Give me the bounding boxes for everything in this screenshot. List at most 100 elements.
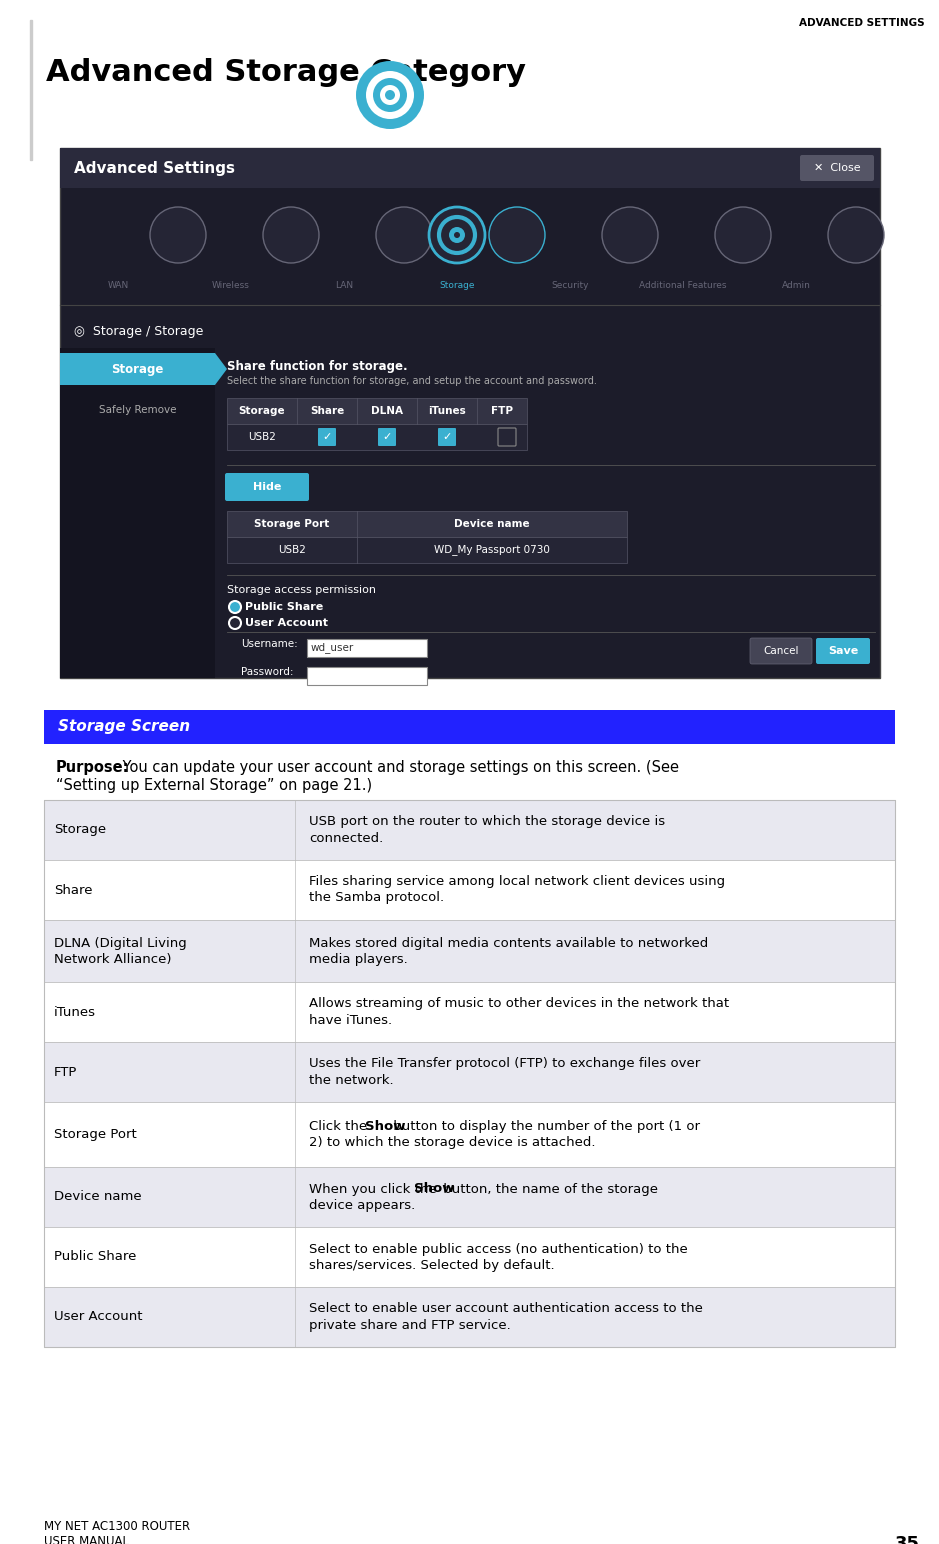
Text: Password:: Password:	[241, 667, 294, 676]
Text: device appears.: device appears.	[309, 1198, 415, 1212]
Text: Username:: Username:	[241, 639, 298, 648]
Circle shape	[429, 207, 485, 262]
Text: User Account: User Account	[245, 618, 328, 628]
Text: LAN: LAN	[335, 281, 353, 290]
Text: When you click the: When you click the	[309, 1183, 441, 1195]
Bar	[227, 398, 527, 425]
Text: ◎  Storage / Storage: ◎ Storage / Storage	[74, 324, 204, 338]
Text: iTunes: iTunes	[428, 406, 466, 415]
Text: Select the share function for storage, and setup the account and password.: Select the share function for storage, a…	[227, 377, 597, 386]
Circle shape	[229, 601, 241, 613]
Circle shape	[150, 207, 206, 262]
Text: Storage: Storage	[439, 281, 475, 290]
Text: Select to enable user account authentication access to the: Select to enable user account authentica…	[309, 1303, 703, 1315]
FancyBboxPatch shape	[438, 428, 456, 446]
Text: DLNA (Digital Living: DLNA (Digital Living	[54, 937, 187, 950]
Text: the Samba protocol.: the Samba protocol.	[309, 891, 444, 905]
Polygon shape	[215, 354, 227, 384]
Circle shape	[489, 207, 545, 262]
FancyBboxPatch shape	[750, 638, 812, 664]
Text: MY NET AC1300 ROUTER: MY NET AC1300 ROUTER	[44, 1519, 190, 1533]
Text: Safely Remove: Safely Remove	[99, 405, 177, 415]
Circle shape	[373, 79, 407, 113]
Text: the network.: the network.	[309, 1073, 393, 1087]
Text: Makes stored digital media contents available to networked: Makes stored digital media contents avai…	[309, 937, 708, 950]
Text: Share: Share	[310, 406, 344, 415]
Bar	[44, 1042, 895, 1102]
FancyBboxPatch shape	[318, 428, 336, 446]
Circle shape	[385, 90, 395, 100]
Circle shape	[449, 227, 465, 242]
Bar	[227, 425, 527, 449]
Text: Advanced Storage Category: Advanced Storage Category	[46, 59, 526, 86]
Text: button, the name of the storage: button, the name of the storage	[439, 1183, 658, 1195]
Bar	[44, 920, 895, 982]
Text: Network Alliance): Network Alliance)	[54, 953, 172, 965]
Text: Show: Show	[364, 1119, 405, 1133]
FancyBboxPatch shape	[816, 638, 870, 664]
Circle shape	[602, 207, 658, 262]
Text: ✓: ✓	[382, 432, 392, 442]
Text: Purpose:: Purpose:	[56, 760, 130, 775]
Text: Show: Show	[414, 1183, 455, 1195]
Text: ✓: ✓	[442, 432, 452, 442]
Text: Share function for storage.: Share function for storage.	[227, 360, 408, 374]
FancyBboxPatch shape	[307, 667, 427, 686]
Text: ADVANCED SETTINGS: ADVANCED SETTINGS	[799, 19, 925, 28]
Circle shape	[380, 85, 400, 105]
Text: ✕  Close: ✕ Close	[814, 164, 860, 173]
Text: Storage Port: Storage Port	[54, 1129, 137, 1141]
Bar	[44, 1167, 895, 1227]
Text: Uses the File Transfer protocol (FTP) to exchange files over: Uses the File Transfer protocol (FTP) to…	[309, 1058, 700, 1070]
Circle shape	[828, 207, 884, 262]
Text: Additional Features: Additional Features	[639, 281, 727, 290]
Bar	[44, 1227, 895, 1288]
Text: 35: 35	[895, 1535, 920, 1544]
FancyBboxPatch shape	[225, 472, 309, 500]
Text: Storage: Storage	[239, 406, 285, 415]
Text: USER MANUAL: USER MANUAL	[44, 1535, 129, 1544]
Text: button to display the number of the port (1 or: button to display the number of the port…	[389, 1119, 700, 1133]
Bar	[60, 354, 215, 384]
Circle shape	[454, 232, 460, 238]
FancyBboxPatch shape	[307, 639, 427, 658]
Text: ✓: ✓	[322, 432, 331, 442]
Text: User Account: User Account	[54, 1311, 143, 1323]
Text: WAN: WAN	[107, 281, 129, 290]
Bar	[60, 347, 215, 678]
Text: Storage Port: Storage Port	[254, 519, 330, 530]
Text: Share: Share	[54, 883, 93, 897]
Text: WD_My Passport 0730: WD_My Passport 0730	[434, 545, 550, 556]
FancyBboxPatch shape	[498, 428, 516, 446]
Text: Device name: Device name	[454, 519, 530, 530]
Text: Cancel: Cancel	[763, 645, 799, 656]
Text: Admin: Admin	[781, 281, 810, 290]
Text: Select to enable public access (no authentication) to the: Select to enable public access (no authe…	[309, 1243, 687, 1255]
Text: You can update your user account and storage settings on this screen. (See: You can update your user account and sto…	[118, 760, 679, 775]
Bar	[44, 1102, 895, 1167]
Circle shape	[263, 207, 319, 262]
Text: Hide: Hide	[253, 482, 281, 493]
Text: Public Share: Public Share	[54, 1251, 136, 1263]
Bar	[44, 710, 895, 744]
Text: Device name: Device name	[54, 1190, 142, 1203]
Circle shape	[376, 207, 432, 262]
Text: Storage: Storage	[54, 823, 106, 837]
Text: Click the: Click the	[309, 1119, 372, 1133]
Bar	[60, 148, 880, 678]
Bar	[44, 800, 895, 860]
Bar	[227, 537, 627, 564]
Bar	[227, 511, 627, 537]
Text: shares/services. Selected by default.: shares/services. Selected by default.	[309, 1258, 555, 1272]
Bar	[60, 148, 880, 188]
Text: have iTunes.: have iTunes.	[309, 1013, 393, 1027]
Text: Allows streaming of music to other devices in the network that: Allows streaming of music to other devic…	[309, 997, 729, 1010]
Text: DLNA: DLNA	[371, 406, 403, 415]
FancyBboxPatch shape	[378, 428, 396, 446]
Text: Storage access permission: Storage access permission	[227, 585, 376, 594]
Text: Advanced Settings: Advanced Settings	[74, 161, 235, 176]
Text: media players.: media players.	[309, 953, 408, 965]
Text: connected.: connected.	[309, 832, 383, 845]
Circle shape	[356, 62, 424, 130]
Bar	[44, 800, 895, 1346]
